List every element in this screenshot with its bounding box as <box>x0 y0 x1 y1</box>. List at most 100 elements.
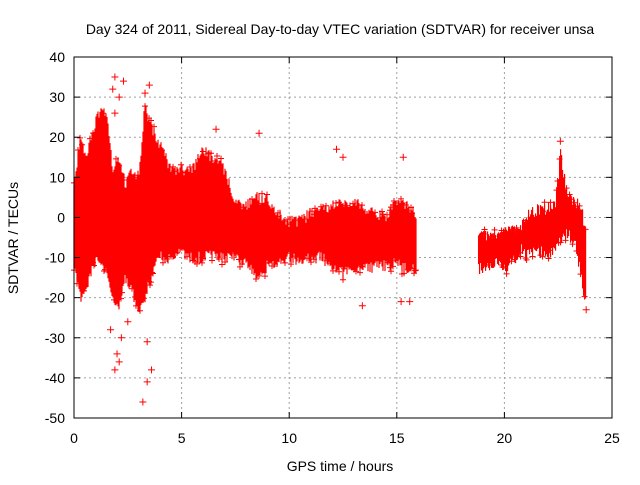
sdtvar-band-late-point <box>523 256 530 263</box>
sdtvar-band-point <box>147 282 153 289</box>
sdtvar-band-late-point <box>581 293 588 300</box>
sdtvar-band-point <box>142 103 148 110</box>
sdtvar-band-late-point <box>539 253 546 260</box>
sdtvar-band-point <box>309 208 315 215</box>
sdtvar-outlier-point <box>399 153 407 161</box>
sdtvar-band-point <box>344 202 350 209</box>
sdtvar-outlier-point <box>124 318 132 326</box>
sdtvar-outlier-point <box>397 298 405 306</box>
sdtvar-outlier-point <box>143 378 151 386</box>
sdtvar-band-point <box>341 265 347 272</box>
sdtvar-outlier-point <box>556 137 564 145</box>
sdtvar-band-point <box>333 199 339 206</box>
sdtvar-band-late-point <box>491 226 498 233</box>
sdtvar-band-late-point <box>516 249 523 256</box>
sdtvar-band-point <box>148 279 154 286</box>
sdtvar-band-point <box>138 299 144 306</box>
sdtvar-band-late-point <box>569 241 576 248</box>
sdtvar-band-point <box>255 200 261 207</box>
sdtvar-band-point <box>403 202 409 209</box>
sdtvar-band-point <box>259 190 265 197</box>
sdtvar-band-point <box>170 163 176 170</box>
y-axis-tick-labels: -50 -40 -30 -20 -10 0 10 20 30 40 <box>45 49 65 426</box>
sdtvar-band-point <box>219 261 225 268</box>
sdtvar-outlier-point <box>115 358 123 366</box>
sdtvar-band-point <box>137 307 143 314</box>
sdtvar-band-late-point <box>563 185 570 192</box>
sdtvar-band-point <box>187 164 193 171</box>
sdtvar-band-point <box>411 270 417 277</box>
sdtvar-band-point <box>264 191 270 198</box>
sdtvar-band-point <box>281 217 287 224</box>
sdtvar-band-point <box>101 268 107 275</box>
sdtvar-band-late-point <box>485 262 492 269</box>
sdtvar-band-late-point <box>546 247 553 254</box>
y-tick-label: -20 <box>45 290 65 306</box>
sdtvar-band-point <box>323 202 329 209</box>
sdtvar-band-point <box>91 262 97 269</box>
x-axis-label: GPS time / hours <box>287 458 394 474</box>
sdtvar-outlier-point <box>333 145 341 153</box>
sdtvar-outlier-point <box>339 153 347 161</box>
sdtvar-band-late-point <box>541 199 548 206</box>
y-tick-label: -30 <box>45 330 65 346</box>
sdtvar-band-point <box>171 168 177 175</box>
sdtvar-band-point <box>340 276 346 283</box>
sdtvar-band-late-point <box>557 239 564 246</box>
x-tick-label: 20 <box>497 430 513 446</box>
sdtvar-band-late-point <box>562 237 569 244</box>
sdtvar-band-point <box>239 261 245 268</box>
sdtvar-band-point <box>148 117 154 124</box>
sdtvar-band-point <box>178 161 184 168</box>
sdtvar-band-point <box>379 208 385 215</box>
sdtvar-band-late-point <box>503 270 510 277</box>
sdtvar-outlier-point <box>119 77 127 85</box>
sdtvar-band-point <box>79 141 85 148</box>
sdtvar-outlier-point <box>111 366 119 374</box>
x-axis-tick-labels: 0 5 10 15 20 25 <box>70 430 620 446</box>
sdtvar-band-point <box>266 259 272 266</box>
sdtvar-band-point <box>408 265 414 272</box>
sdtvar-band-point <box>209 257 215 264</box>
sdtvar-band-point <box>256 272 262 279</box>
sdtvar-band-point <box>336 268 342 275</box>
sdtvar-band-point <box>359 202 365 209</box>
sdtvar-outlier-point <box>582 306 590 314</box>
sdtvar-band-point <box>384 211 390 218</box>
sdtvar-band-point <box>151 123 157 130</box>
sdtvar-band-point <box>308 259 314 266</box>
sdtvar-band-point <box>288 261 294 268</box>
sdtvar-band-point <box>194 260 200 267</box>
sdtvar-band-point <box>205 150 211 157</box>
sdtvar-band-point <box>388 268 394 275</box>
sdtvar-band-point <box>141 295 147 302</box>
sdtvar-band-late-point <box>576 202 583 209</box>
sdtvar-band-point <box>310 253 316 260</box>
sdtvar-band-point <box>359 263 365 270</box>
sdtvar-outlier-point <box>115 93 123 101</box>
sdtvar-outlier-point <box>147 366 155 374</box>
sdtvar-band-point <box>174 249 180 256</box>
x-tick-label: 15 <box>389 430 405 446</box>
sdtvar-band-point <box>274 213 280 220</box>
sdtvar-band-point <box>214 152 220 159</box>
y-tick-label: -50 <box>45 410 65 426</box>
sdtvar-outlier-point <box>143 338 151 346</box>
sdtvar-band-point <box>413 267 419 274</box>
sdtvar-band-point <box>200 148 206 155</box>
sdtvar-outlier-point <box>406 298 414 306</box>
sdtvar-outlier-point <box>141 89 149 97</box>
sdtvar-band-late-point <box>582 226 589 233</box>
plot-frame <box>73 56 613 419</box>
x-tick-label: 10 <box>281 430 297 446</box>
y-tick-label: 10 <box>49 169 65 185</box>
sdtvar-band-late-point <box>529 253 536 260</box>
sdtvar-band-point <box>199 259 205 266</box>
sdtvar-band-late-point <box>517 253 524 260</box>
sdtvar-band-point <box>218 155 224 162</box>
sdtvar-band-late-point <box>566 191 573 198</box>
x-tick-label: 25 <box>604 430 620 446</box>
sdtvar-band-point <box>405 207 411 214</box>
sdtvar-band-late-point <box>547 199 554 206</box>
